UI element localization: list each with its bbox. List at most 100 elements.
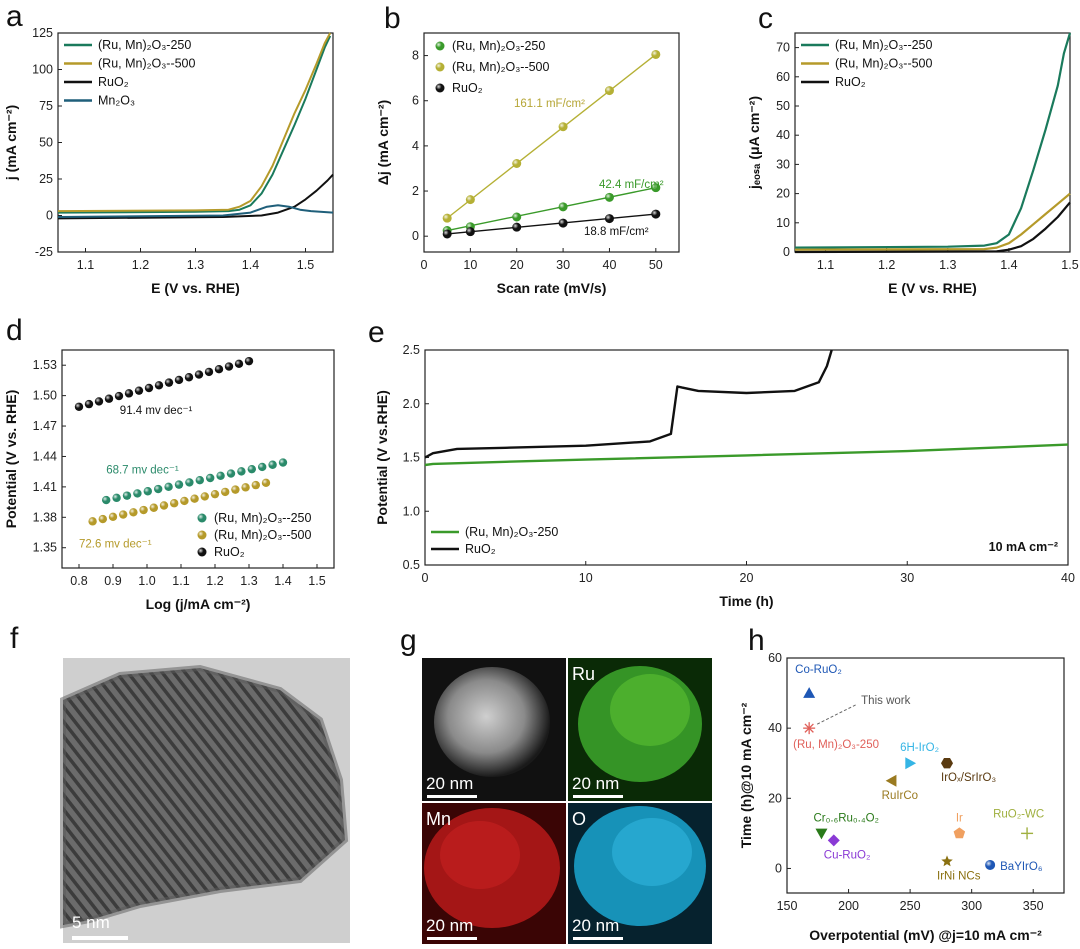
y-tick-label-d: 1.50 <box>33 389 57 403</box>
legend-label-a: Mn₂O₃ <box>98 94 135 108</box>
panel-letter-a: a <box>6 0 23 33</box>
y-axis-label-e: Potential (V vs.RHE) <box>374 390 390 525</box>
panel-letter-g: g <box>400 624 417 657</box>
eds-scale-ru: 20 nm <box>572 774 619 793</box>
data-point-shine-d <box>244 356 254 366</box>
data-point-shine-d <box>88 517 97 526</box>
data-point-shine-d <box>154 484 163 494</box>
data-point-shine-d <box>247 464 256 474</box>
data-point-shine-d <box>119 510 128 519</box>
tafel-annotation-d: 72.6 mv dec⁻¹ <box>79 539 152 551</box>
x-axis-label-d: Log (j/mA cm⁻²) <box>146 596 251 612</box>
data-point-shine-d <box>206 473 215 483</box>
y-tick-label-a: 25 <box>39 172 53 186</box>
data-point-shine-d <box>112 493 121 503</box>
marker-h <box>953 827 966 839</box>
marker-shine-h <box>985 859 996 870</box>
panel-letter-d: d <box>6 314 23 347</box>
y-tick-label-b: 4 <box>412 139 419 153</box>
legend-label-b: (Ru, Mn)₂O₃--500 <box>452 60 550 74</box>
point-label-h: RuO₂-WC <box>993 808 1044 820</box>
scale-bar-f <box>72 936 128 940</box>
tafel-annotation-d: 91.4 mv dec⁻¹ <box>120 405 193 417</box>
y-tick-label-a: -25 <box>35 245 53 259</box>
point-label-h: IrNi NCs <box>937 870 981 882</box>
data-point-shine-b <box>512 222 522 232</box>
eds-map-haadf <box>422 658 566 801</box>
marker-h <box>905 757 917 770</box>
data-point-shine-d <box>154 381 164 390</box>
series-line-a <box>57 35 332 214</box>
data-point-shine-b <box>651 183 661 193</box>
x-tick-label-b: 50 <box>649 258 663 272</box>
x-tick-label-d: 0.9 <box>104 574 121 588</box>
slope-annotation-b: 18.8 mF/cm² <box>584 226 649 238</box>
y-tick-label-d: 1.44 <box>33 449 57 463</box>
marker-h <box>941 758 953 769</box>
data-point-shine-d <box>133 489 142 498</box>
point-label-h: BaYIrO₆ <box>1000 861 1043 873</box>
data-point-shine-d <box>204 367 214 377</box>
panel-letter-f: f <box>10 622 19 655</box>
point-label-h: Cr₀.₆Ru₀.₄O₂ <box>813 812 879 824</box>
y-tick-label-h: 40 <box>768 721 782 735</box>
series-line-c <box>794 201 1071 254</box>
point-label-h: RuIrCo <box>882 790 918 802</box>
legend-label-d: (Ru, Mn)₂O₃--250 <box>214 511 312 525</box>
y-tick-label-e: 1.0 <box>403 504 420 518</box>
current-density-label-e: 10 mA cm⁻² <box>989 540 1058 554</box>
data-point-shine-d <box>134 386 144 395</box>
data-point-shine-d <box>226 469 236 478</box>
x-tick-label-c: 1.4 <box>1000 258 1017 272</box>
data-point-shine-d <box>261 478 271 488</box>
data-point-shine-d <box>251 480 260 490</box>
y-tick-label-d: 1.38 <box>33 510 57 524</box>
y-tick-label-c: 30 <box>776 157 790 171</box>
panel-letter-b: b <box>384 2 401 35</box>
data-point-shine-d <box>144 383 154 393</box>
y-tick-label-b: 8 <box>412 49 419 63</box>
eds-scale-haadf: 20 nm <box>426 774 473 793</box>
y-tick-label-d: 1.53 <box>33 358 57 372</box>
point-label-h: (Ru, Mn)₂O₃-250 <box>793 739 879 751</box>
data-point-shine-d <box>185 478 194 487</box>
x-tick-label-b: 10 <box>463 258 477 272</box>
legend-marker-shine-b <box>435 41 445 51</box>
x-tick-label-b: 0 <box>421 258 428 272</box>
data-point-shine-d <box>98 514 108 524</box>
legend-label-b: RuO₂ <box>452 81 483 95</box>
y-tick-label-a: 125 <box>32 26 53 40</box>
x-axis-label-h: Overpotential (mV) @j=10 mA cm⁻² <box>809 927 1042 943</box>
legend-label-e: (Ru, Mn)₂O₃-250 <box>465 525 558 539</box>
chart-a: 1.1 1.2 1.3 1.4 1.5 -25 0 25 50 75 100 125 E (V vs. … <box>3 26 334 296</box>
panel-letter-e: e <box>368 316 385 349</box>
legend-label-b: (Ru, Mn)₂O₃-250 <box>452 39 545 53</box>
series-line-a <box>57 204 334 218</box>
y-tick-label-e: 1.5 <box>403 451 420 465</box>
x-tick-label-e: 10 <box>579 571 593 585</box>
data-point-shine-d <box>124 389 134 398</box>
eds-label-o: O <box>572 809 586 829</box>
data-point-shine-d <box>164 378 174 387</box>
series-line-c <box>794 192 1071 251</box>
data-point-shine-d <box>200 492 209 501</box>
data-point-shine-d <box>122 491 132 500</box>
x-tick-label-h: 350 <box>1023 899 1044 913</box>
eds-map-mn <box>422 803 566 944</box>
y-tick-label-c: 10 <box>776 216 790 230</box>
y-tick-label-h: 60 <box>768 651 782 665</box>
data-point-shine-d <box>164 482 173 492</box>
panel-letter-c: c <box>758 2 773 35</box>
data-point-shine-d <box>143 487 152 496</box>
point-label-h: Cu-RuO₂ <box>824 849 871 861</box>
series-line-a <box>57 32 332 213</box>
data-point-shine-b <box>558 122 568 132</box>
eds-label-mn: Mn <box>426 809 451 829</box>
data-point-shine-d <box>174 480 184 489</box>
x-tick-label-h: 300 <box>961 899 982 913</box>
series-line-a <box>57 173 334 220</box>
legend-marker-shine-b <box>435 83 445 93</box>
data-point-shine-b <box>604 214 614 224</box>
chart-h: 150 200 250 300 350 0 20 40 60 Overpotential (mV)… <box>738 651 1065 943</box>
x-axis-label-e: Time (h) <box>719 593 773 609</box>
